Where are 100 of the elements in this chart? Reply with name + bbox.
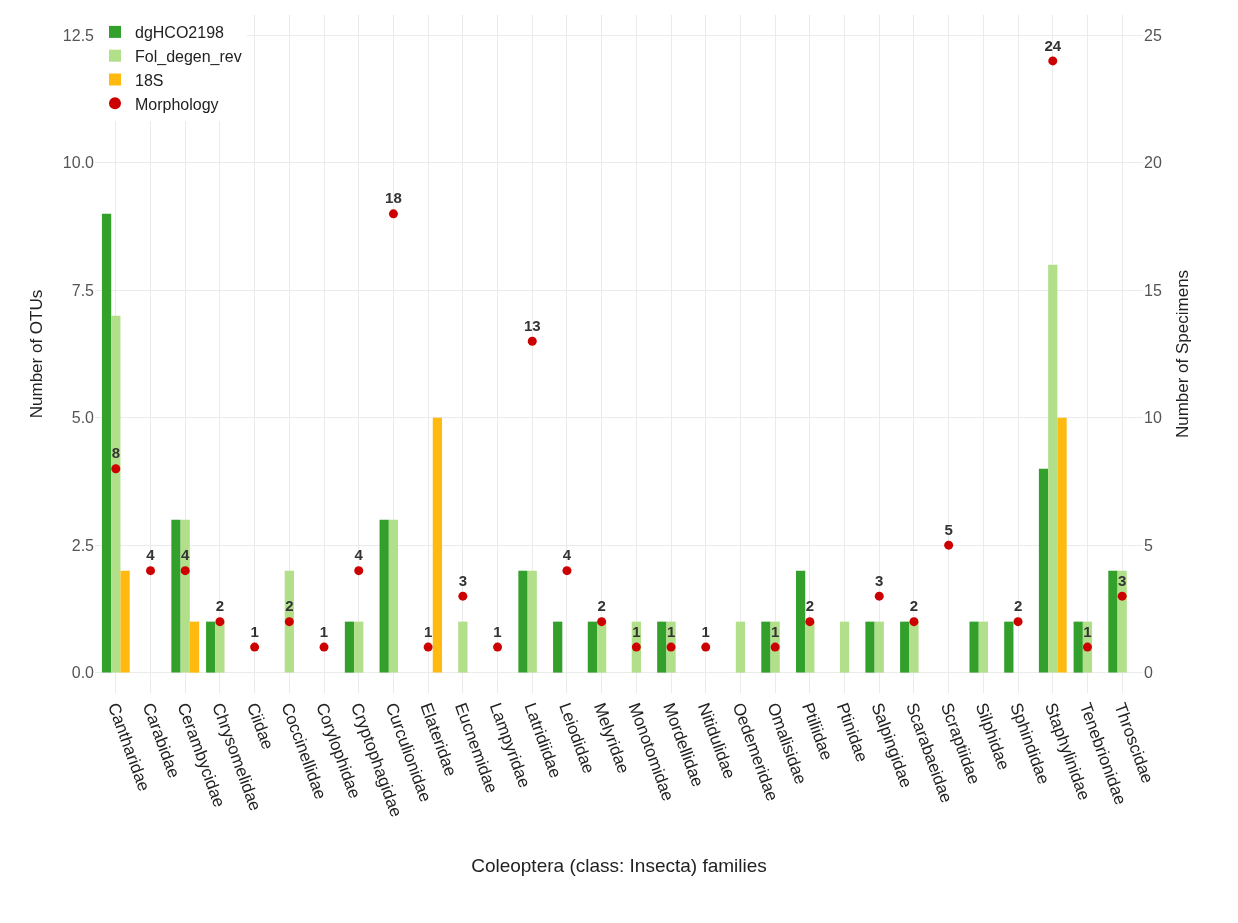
y2-tick-label: 20 (1144, 154, 1162, 172)
bar (805, 621, 815, 673)
bar (978, 621, 988, 673)
bar (518, 570, 528, 673)
data-label: 3 (458, 571, 468, 589)
data-label: 8 (111, 444, 120, 462)
point (493, 642, 503, 652)
point (111, 464, 121, 474)
bar (1004, 621, 1014, 673)
point (770, 642, 780, 652)
y2-tick-label: 5 (1144, 536, 1153, 554)
bar (761, 621, 771, 673)
y-tick-label: 5.0 (71, 409, 95, 427)
legend-label: Morphology (135, 95, 219, 113)
point (388, 209, 398, 219)
bar (865, 621, 875, 673)
data-label: 5 (944, 520, 953, 538)
bar (215, 621, 225, 673)
point (458, 591, 468, 601)
data-label: 4 (146, 546, 156, 564)
x-tick-label: Ptinidae (832, 700, 872, 765)
point (1013, 617, 1023, 627)
bar (206, 621, 216, 673)
point (701, 642, 711, 652)
data-label: 1 (423, 622, 433, 640)
data-label: 1 (250, 622, 259, 640)
y2-tick-label: 15 (1144, 281, 1162, 299)
point (180, 566, 190, 576)
data-label: 1 (666, 622, 676, 640)
point (874, 591, 884, 601)
point (284, 617, 294, 627)
bar (587, 621, 598, 673)
point (666, 642, 676, 652)
bar (909, 621, 919, 673)
y2-axis-title: Number of Specimens (1173, 269, 1193, 439)
data-label: 24 (1044, 36, 1062, 54)
bar (657, 621, 667, 673)
y2-tick-label: 0 (1144, 664, 1153, 682)
point (1117, 591, 1127, 601)
y-tick-label: 7.5 (71, 281, 95, 299)
point (215, 617, 225, 627)
point (319, 642, 329, 652)
data-label: 13 (523, 316, 541, 334)
bar (388, 519, 399, 673)
data-label: 2 (285, 597, 294, 615)
point (562, 566, 572, 576)
legend-label: Fol_degen_rev (135, 47, 242, 66)
bar (795, 570, 806, 673)
point (944, 540, 954, 550)
bar (1057, 417, 1067, 673)
data-label: 1 (493, 622, 502, 640)
data-label: 1 (701, 622, 710, 640)
bar (120, 570, 130, 673)
data-label: 1 (632, 622, 641, 640)
data-label: 2 (805, 597, 815, 615)
point (805, 617, 815, 627)
bar (101, 213, 112, 673)
data-label: 4 (354, 546, 364, 564)
point (354, 566, 364, 576)
point (1082, 642, 1092, 652)
bar (180, 519, 190, 673)
point (597, 617, 607, 627)
data-label: 2 (909, 597, 919, 615)
bar (553, 621, 563, 673)
bar (597, 621, 607, 673)
bar (379, 519, 389, 673)
bar (458, 621, 468, 673)
bar (969, 621, 979, 673)
point (423, 642, 433, 652)
legend-label: dgHCO2198 (135, 24, 225, 42)
point (146, 566, 156, 576)
bar (354, 621, 364, 673)
bar (900, 621, 910, 673)
data-label: 2 (1013, 597, 1023, 615)
point (250, 642, 260, 652)
data-label: 1 (1083, 622, 1092, 640)
bar (527, 570, 537, 673)
y-tick-label: 0.0 (71, 664, 95, 682)
bar (874, 621, 884, 673)
y-tick-label: 10.0 (62, 154, 95, 172)
data-label: 2 (597, 597, 606, 615)
y-axis-title: Number of OTUs (27, 289, 47, 419)
x-axis-title: Coleoptera (class: Insecta) families (471, 855, 767, 877)
data-label: 4 (562, 546, 572, 564)
bar (735, 621, 746, 673)
data-label: 4 (181, 546, 191, 564)
bar (1048, 264, 1058, 673)
data-label: 1 (319, 622, 329, 640)
bar (171, 519, 181, 673)
point (631, 642, 641, 652)
data-label: 1 (770, 622, 780, 640)
bar (344, 621, 355, 673)
bar (1073, 621, 1083, 673)
y2-tick-label: 10 (1144, 409, 1162, 427)
bar (839, 621, 850, 673)
data-label: 3 (1118, 571, 1127, 589)
y-tick-label: 12.5 (62, 26, 95, 44)
data-label: 3 (875, 571, 884, 589)
data-label: 18 (385, 189, 402, 207)
y2-tick-label: 25 (1144, 26, 1162, 44)
